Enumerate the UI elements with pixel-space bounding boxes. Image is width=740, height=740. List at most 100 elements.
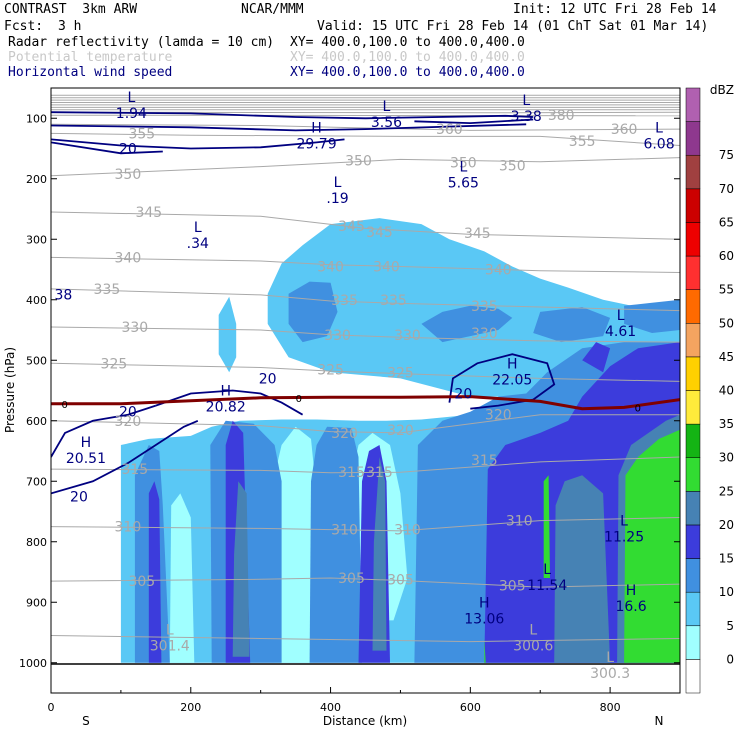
- theta-contour-9: [51, 123, 680, 131]
- extremum-marker: H: [507, 356, 518, 372]
- reflectivity-region-4: [273, 426, 316, 663]
- extremum-value: 11.54: [527, 578, 567, 594]
- field-name-theta: Potential temperature: [8, 50, 173, 65]
- theta-contour-label: 335: [94, 282, 121, 298]
- theta-contour-8: [51, 114, 680, 117]
- extremum-marker: L: [655, 120, 663, 136]
- fcst-label: Fcst:: [4, 19, 44, 34]
- reflectivity-region-30-thin: [543, 475, 550, 578]
- wind-contour-1: [51, 123, 527, 132]
- colorbar-swatch: [685, 457, 701, 492]
- extremum-marker: L: [166, 623, 174, 639]
- theta-contour-label: 320: [387, 423, 414, 439]
- theta-contour-label: 340: [115, 250, 142, 266]
- colorbar-swatch: [685, 659, 701, 694]
- extremum-value: 300.6: [513, 639, 553, 655]
- extremum-value: 13.06: [464, 611, 504, 627]
- theta-contour-10: [51, 132, 680, 146]
- theta-contour-label: 335: [380, 293, 407, 309]
- wind-contour-label: 20: [70, 489, 88, 505]
- theta-contour-lines: [51, 94, 680, 643]
- y-tick-label: 1000: [19, 657, 47, 670]
- theta-contour-12: [51, 211, 680, 240]
- x-axis-title: Distance (km): [323, 714, 407, 728]
- colorbar-swatch: [685, 255, 701, 290]
- extremum-marker: L: [194, 220, 202, 236]
- theta-contour-20: [51, 577, 680, 588]
- extremum-value: 3.56: [371, 115, 402, 131]
- theta-contour-label: 315: [471, 453, 498, 469]
- extremum-marker: L: [620, 514, 628, 530]
- theta-contour-label: 325: [317, 362, 344, 378]
- extremum-value: 301.4: [150, 639, 190, 655]
- init-time: Init: 12 UTC Fri 28 Feb 14: [513, 2, 717, 17]
- reflectivity-region-23: [484, 638, 486, 663]
- reflectivity-region-30: [624, 429, 680, 663]
- valid-time: Valid: 15 UTC Fri 28 Feb 14 (01 ChT Sat …: [317, 19, 709, 34]
- field-xy-reflectivity: XY= 400.0,100.0 to 400.0,400.0: [290, 35, 525, 50]
- colorbar-label: 65: [719, 215, 734, 229]
- theta-contour-label: 310: [115, 520, 142, 536]
- extremum-value: 300.3: [590, 666, 630, 682]
- reflectivity-region-18: [582, 342, 611, 373]
- x-end-label-north: N: [655, 714, 664, 728]
- theta-contour-18: [51, 456, 680, 474]
- theta-contour-21: [51, 635, 680, 643]
- colorbar-label: 20: [719, 518, 734, 532]
- colorbar-swatch: [685, 323, 701, 358]
- theta-contour-label: 305: [387, 572, 414, 588]
- theta-contour-label: 360: [611, 122, 638, 138]
- extremum-value: 5.65: [448, 176, 479, 192]
- field-xy-wind: XY= 400.0,100.0 to 400.0,400.0: [290, 65, 525, 80]
- colorbar-swatch: [685, 625, 701, 660]
- extremum-value: 11.25: [604, 530, 644, 546]
- theta-contour-label: 350: [450, 155, 477, 171]
- colorbar-label: 35: [719, 417, 734, 431]
- extremum-marker: H: [220, 384, 231, 400]
- theta-contour-label: 305: [338, 571, 365, 587]
- wind-contour-5: [155, 389, 304, 416]
- colorbar-label: 5: [726, 619, 734, 633]
- theta-contour-label: 330: [324, 328, 351, 344]
- wind-contour-6: [51, 404, 157, 458]
- y-tick-label: 300: [26, 233, 47, 246]
- x-tick-label: 0: [48, 701, 55, 714]
- theta-contour-label: 310: [506, 514, 533, 530]
- theta-contour-15: [51, 326, 680, 343]
- colorbar-label: 50: [719, 316, 734, 330]
- extremum-marker: L: [617, 308, 625, 324]
- wind-contour-8: [448, 353, 556, 410]
- colorbar-label: 40: [719, 384, 734, 398]
- colorbar-swatch: [685, 524, 701, 559]
- extremum-value: 3.38: [511, 109, 542, 125]
- theta-contour-label: 340: [373, 259, 400, 275]
- x-tick-label: 400: [320, 701, 341, 714]
- colorbar-label: 30: [719, 451, 734, 465]
- theta-contour-label: 315: [338, 465, 365, 481]
- extremum-marker: L: [127, 90, 135, 106]
- reflectivity-region-13: [533, 307, 611, 343]
- extremum-value: 16.6: [615, 599, 646, 615]
- x-tick-label: 600: [460, 701, 481, 714]
- colorbar-swatch: [685, 87, 701, 122]
- theta-contour-11: [51, 157, 680, 177]
- field-name-reflectivity: Radar reflectivity (lamda = 10 cm): [8, 35, 275, 50]
- colorbar-label: 70: [719, 182, 734, 196]
- extremum-marker: L: [522, 93, 530, 109]
- y-tick-label: 400: [26, 294, 47, 307]
- wind-contour-label: 20: [119, 405, 137, 421]
- reflectivity-region-2: [218, 296, 237, 373]
- colorbar-swatch: [685, 390, 701, 425]
- reflectivity-shading: [51, 218, 680, 665]
- colorbar-label: 55: [719, 283, 734, 297]
- colorbar-unit: dBZ: [710, 83, 734, 97]
- plot-frame: [50, 87, 681, 694]
- extremum-value: .19: [326, 191, 348, 207]
- colorbar-swatch: [685, 423, 701, 458]
- extremum-marker: L: [334, 175, 342, 191]
- theta-contour-label: 330: [471, 326, 498, 342]
- colorbar-label: 10: [719, 585, 734, 599]
- colorbar: 0 5 10 15 20 25 30 35 40 45 50 55 60 65 70 75 dBZ: [685, 83, 734, 694]
- theta-contour-label: 335: [471, 299, 498, 315]
